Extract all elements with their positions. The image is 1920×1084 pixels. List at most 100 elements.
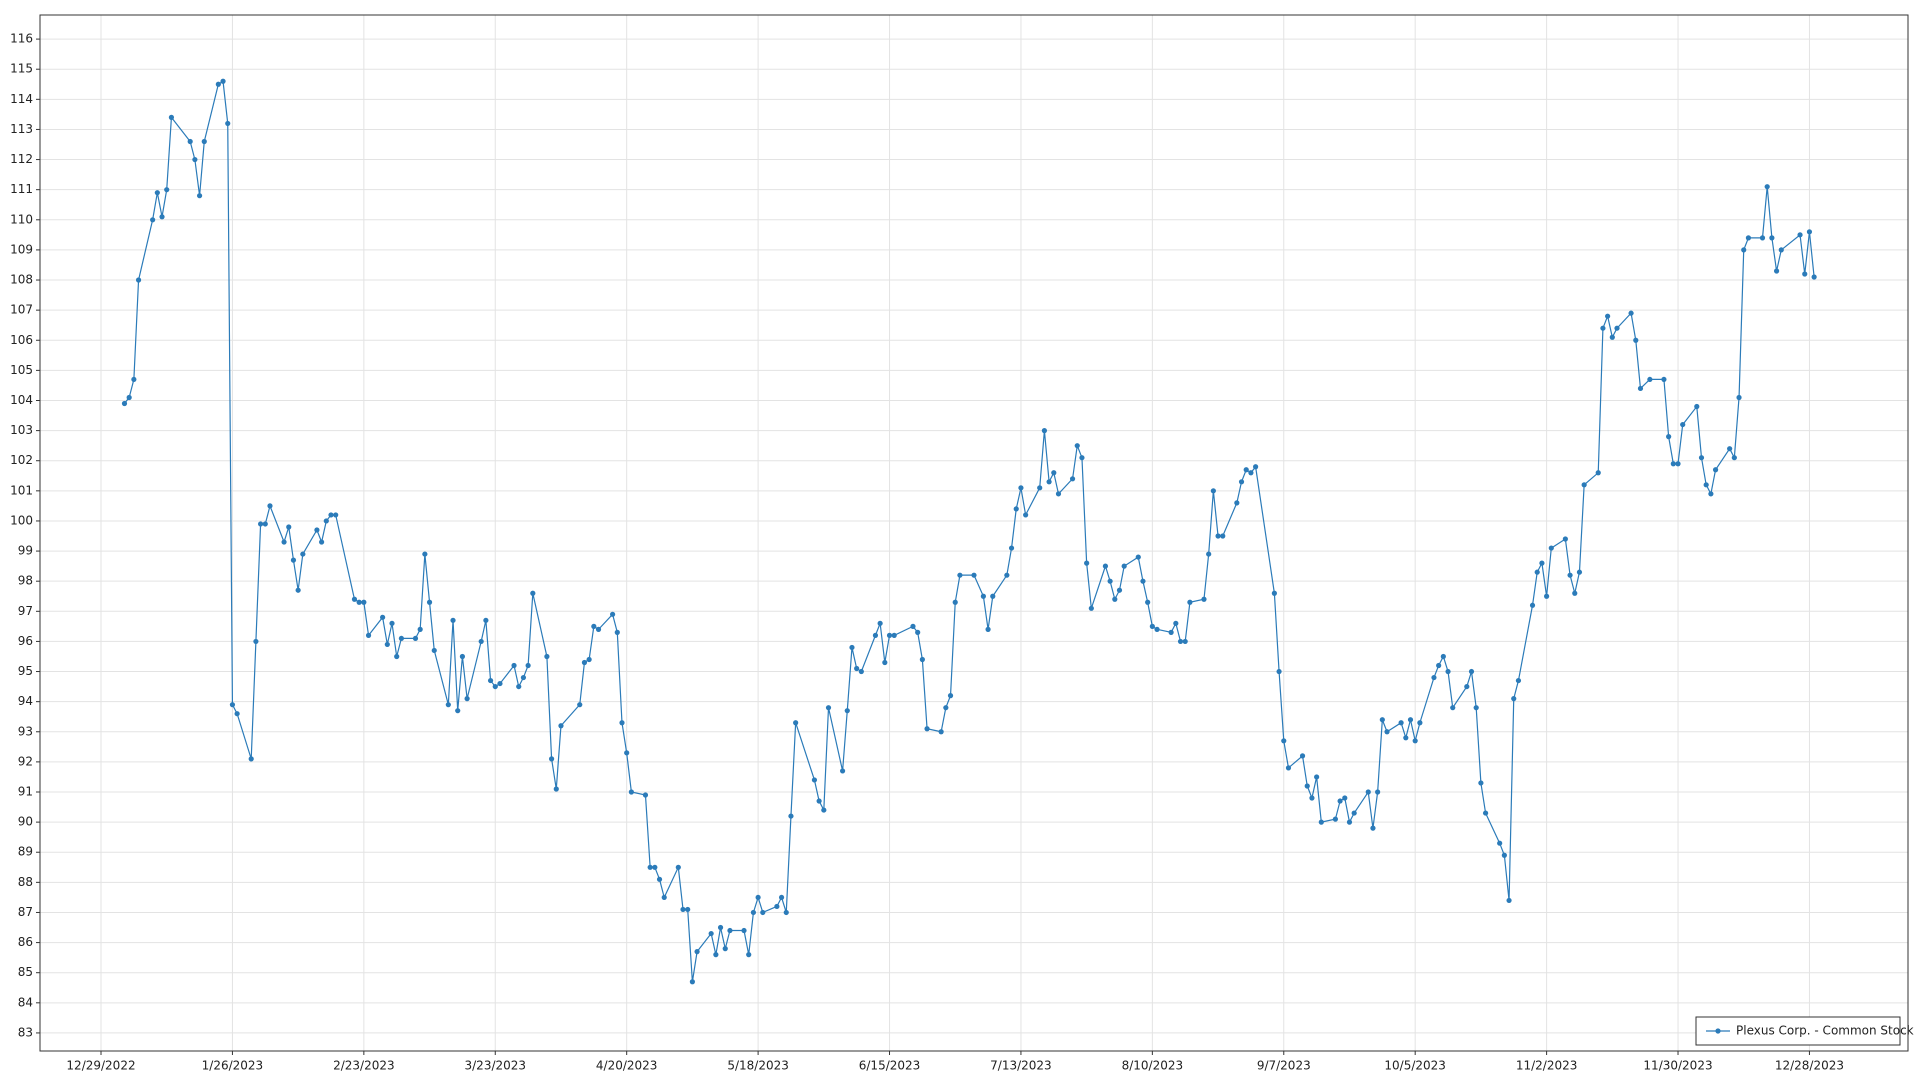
data-point (1440, 653, 1446, 660)
x-tick-label: 12/28/2023 (1775, 1059, 1844, 1073)
data-point (1253, 464, 1259, 470)
data-point (1145, 599, 1151, 605)
data-point (1736, 394, 1742, 401)
data-point (793, 720, 799, 726)
data-point (774, 903, 780, 910)
y-tick-label: 96 (18, 634, 33, 648)
data-point (215, 81, 221, 87)
data-point (135, 277, 142, 283)
data-point (1135, 554, 1141, 560)
data-point (1773, 268, 1780, 274)
data-point (483, 617, 489, 623)
data-point (595, 626, 602, 632)
data-point (783, 909, 789, 916)
y-tick-label: 115 (10, 62, 33, 76)
data-point (1112, 596, 1118, 602)
data-point (351, 596, 358, 602)
data-point (591, 623, 597, 629)
data-point (586, 656, 592, 663)
data-point (727, 927, 733, 934)
data-point (445, 702, 451, 708)
data-point (1351, 810, 1357, 816)
x-tick-label: 3/23/2023 (465, 1059, 527, 1073)
data-point (1037, 485, 1043, 491)
data-point (1501, 852, 1507, 858)
y-tick-label: 83 (18, 1025, 33, 1039)
data-point (459, 653, 466, 660)
data-point (858, 668, 864, 675)
y-tick-label: 84 (18, 995, 33, 1009)
data-point (661, 894, 667, 901)
data-point (1708, 491, 1714, 497)
y-tick-label: 92 (18, 754, 33, 768)
data-point (1605, 313, 1611, 319)
data-point (164, 187, 170, 193)
data-point (1375, 789, 1381, 795)
data-point (1149, 623, 1155, 629)
data-point (1600, 325, 1606, 331)
data-point (610, 611, 616, 617)
data-point (412, 635, 419, 642)
x-tick-label: 11/30/2023 (1643, 1059, 1712, 1073)
data-point (431, 647, 437, 654)
y-tick-label: 110 (10, 212, 33, 226)
data-point (1562, 536, 1568, 542)
y-tick-label: 101 (10, 483, 33, 497)
data-point (234, 711, 240, 717)
data-point (980, 593, 986, 599)
data-point (1154, 626, 1160, 632)
y-tick-label: 116 (10, 32, 33, 46)
y-tick-label: 85 (18, 965, 33, 979)
data-point (1008, 545, 1015, 551)
data-point (1407, 717, 1414, 723)
data-point (1741, 247, 1747, 253)
data-point (1365, 789, 1371, 795)
data-point (581, 659, 588, 666)
data-point (196, 193, 203, 199)
data-point (159, 214, 165, 220)
data-point (1497, 840, 1503, 846)
data-point (464, 696, 470, 702)
legend-marker (1715, 1028, 1721, 1034)
data-point (1637, 385, 1644, 392)
data-point (1539, 560, 1545, 566)
data-point (619, 720, 625, 726)
data-point (816, 798, 822, 804)
data-point (1215, 533, 1221, 539)
data-point (323, 518, 329, 524)
data-point (1084, 560, 1090, 566)
data-point (919, 656, 925, 663)
data-point (455, 708, 461, 714)
data-point (328, 512, 334, 518)
data-point (356, 599, 362, 605)
data-point (150, 217, 156, 223)
data-point (1544, 593, 1550, 599)
data-point (286, 524, 292, 530)
data-point (1121, 563, 1127, 569)
data-point (1201, 596, 1207, 602)
data-point (952, 599, 958, 605)
data-point (1140, 578, 1146, 584)
data-point (1318, 819, 1324, 825)
data-point (548, 756, 555, 762)
x-tick-label: 1/26/2023 (202, 1059, 264, 1073)
data-point (1581, 482, 1587, 488)
x-tick-label: 8/10/2023 (1122, 1059, 1184, 1073)
data-point (713, 952, 719, 958)
data-point (1370, 825, 1376, 831)
data-point (511, 662, 517, 669)
data-point (915, 629, 921, 635)
data-point (1712, 467, 1719, 473)
data-point (1633, 337, 1639, 343)
x-tick-label: 9/7/2023 (1257, 1059, 1311, 1073)
data-point (1609, 334, 1615, 340)
data-point (1088, 605, 1094, 611)
data-point (1694, 403, 1700, 410)
data-point (1670, 461, 1676, 467)
data-point (760, 909, 766, 916)
data-point (478, 638, 484, 645)
data-point (1079, 455, 1085, 461)
data-point (1534, 569, 1540, 575)
data-point (825, 705, 832, 711)
